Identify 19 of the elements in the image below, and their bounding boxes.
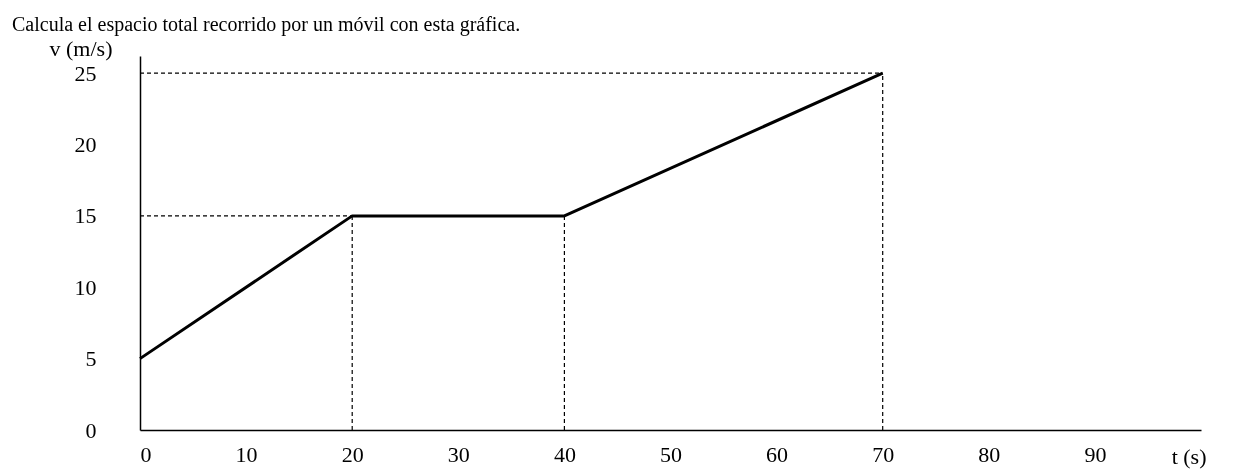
x-tick-label: 0 — [140, 441, 152, 467]
y-tick-label: 5 — [85, 346, 97, 372]
chart-title: Calcula el espacio total recorrido por un móvil con esta gráfica. — [12, 13, 521, 36]
x-axis-title: t (s) — [1171, 443, 1207, 469]
y-tick-label: 10 — [74, 274, 97, 300]
x-tick-label: 80 — [978, 441, 1001, 467]
x-tick-label: 20 — [341, 441, 364, 467]
y-tick-label: 15 — [74, 203, 97, 229]
x-tick-label: 40 — [553, 441, 576, 467]
x-tick-label: 90 — [1084, 441, 1107, 467]
x-tick-label: 50 — [660, 441, 682, 467]
x-tick-label: 30 — [447, 441, 470, 467]
y-axis-title: v (m/s) — [49, 35, 113, 61]
y-tick-label: 0 — [85, 417, 97, 443]
y-tick-label: 20 — [74, 132, 97, 157]
x-tick-label: 70 — [872, 441, 895, 467]
x-tick-label: 60 — [766, 441, 789, 467]
y-tick-label: 25 — [74, 60, 97, 86]
x-tick-label: 10 — [235, 441, 258, 467]
